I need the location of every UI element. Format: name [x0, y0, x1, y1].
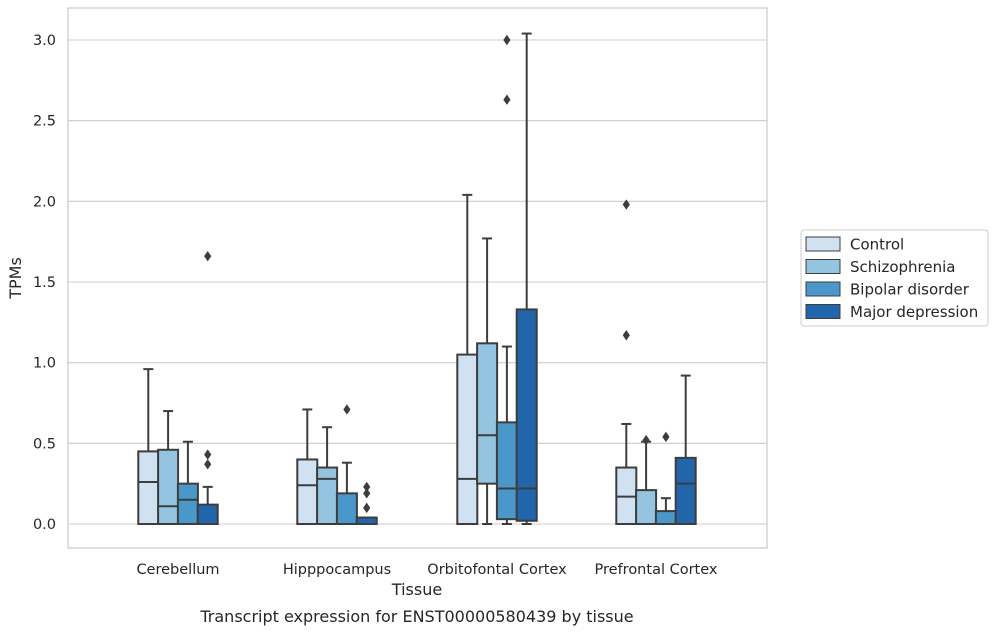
legend-frame [800, 229, 989, 327]
box-group [196, 250, 219, 526]
legend-label: Bipolar disorder [850, 281, 970, 299]
y-tick-labels: 0.0 0.5 1.0 1.5 2.0 2.5 3.0 [33, 33, 56, 533]
outlier-point [622, 330, 630, 341]
box-group [355, 481, 378, 526]
x-tick-label: Orbitofontal Cortex [427, 562, 567, 578]
box-body [137, 450, 160, 525]
box-group [316, 426, 339, 525]
legend-swatch [805, 281, 841, 297]
legend: Control Schizophrenia Bipolar disorder Majo… [800, 229, 989, 327]
y-axis-label: TPMs [6, 257, 25, 300]
legend-label: Control [850, 236, 904, 254]
box-body [515, 308, 538, 522]
x-tick-label: Hipppocampus [283, 562, 391, 578]
x-axis-label: Tissue [391, 580, 442, 599]
box-group [515, 32, 538, 525]
box-body [296, 458, 319, 526]
box-group [476, 237, 499, 525]
outlier-point [363, 481, 371, 493]
box-body [157, 448, 180, 525]
x-tick-label: Prefrontal Cortex [595, 562, 718, 578]
outlier-point [204, 449, 212, 460]
outlier-point [503, 34, 511, 46]
boxes [137, 32, 697, 526]
box-body [654, 510, 677, 525]
box-body [476, 342, 499, 485]
outlier-point [343, 404, 351, 415]
box-body [176, 482, 199, 525]
box-group [615, 199, 638, 525]
y-tick-label: 1.0 [33, 356, 56, 372]
outlier-point [662, 431, 670, 443]
box-group [654, 431, 677, 525]
outlier-point [622, 199, 630, 210]
y-tick-label: 3.0 [33, 33, 56, 49]
outlier-point [503, 94, 511, 105]
y-tick-label: 1.5 [33, 275, 56, 291]
plot-area [67, 7, 768, 549]
box-group [176, 440, 199, 525]
y-tick-label: 0.5 [33, 436, 56, 452]
legend-label: Major depression [850, 303, 978, 321]
outlier-point [363, 502, 371, 514]
x-tick-label: Cerebellum [136, 562, 219, 578]
outlier-point [363, 488, 371, 499]
outlier-point [642, 434, 650, 446]
box-body [635, 489, 658, 525]
chart-caption: Transcript expression for ENST0000058043… [199, 607, 633, 626]
outlier-point [204, 250, 212, 262]
legend-swatch [805, 304, 841, 319]
box-body [456, 353, 479, 525]
outlier-point [204, 459, 212, 470]
legend-swatch [805, 236, 841, 252]
box-body [316, 466, 339, 525]
y-tick-label: 2.0 [33, 194, 56, 210]
box-group [495, 34, 518, 525]
box-group [635, 434, 658, 525]
legend-swatch [805, 259, 841, 274]
y-tick-label: 0.0 [33, 517, 56, 533]
legend-label: Schizophrenia [850, 258, 955, 276]
box-body [196, 503, 219, 526]
y-tick-label: 2.5 [33, 114, 56, 130]
box-group [674, 374, 697, 525]
box-group [335, 404, 358, 526]
box-body [495, 421, 518, 521]
x-tick-labels: Cerebellum Hipppocampus Orbitofontal Corte… [136, 562, 717, 578]
box-body [335, 492, 358, 526]
box-body [674, 456, 697, 525]
